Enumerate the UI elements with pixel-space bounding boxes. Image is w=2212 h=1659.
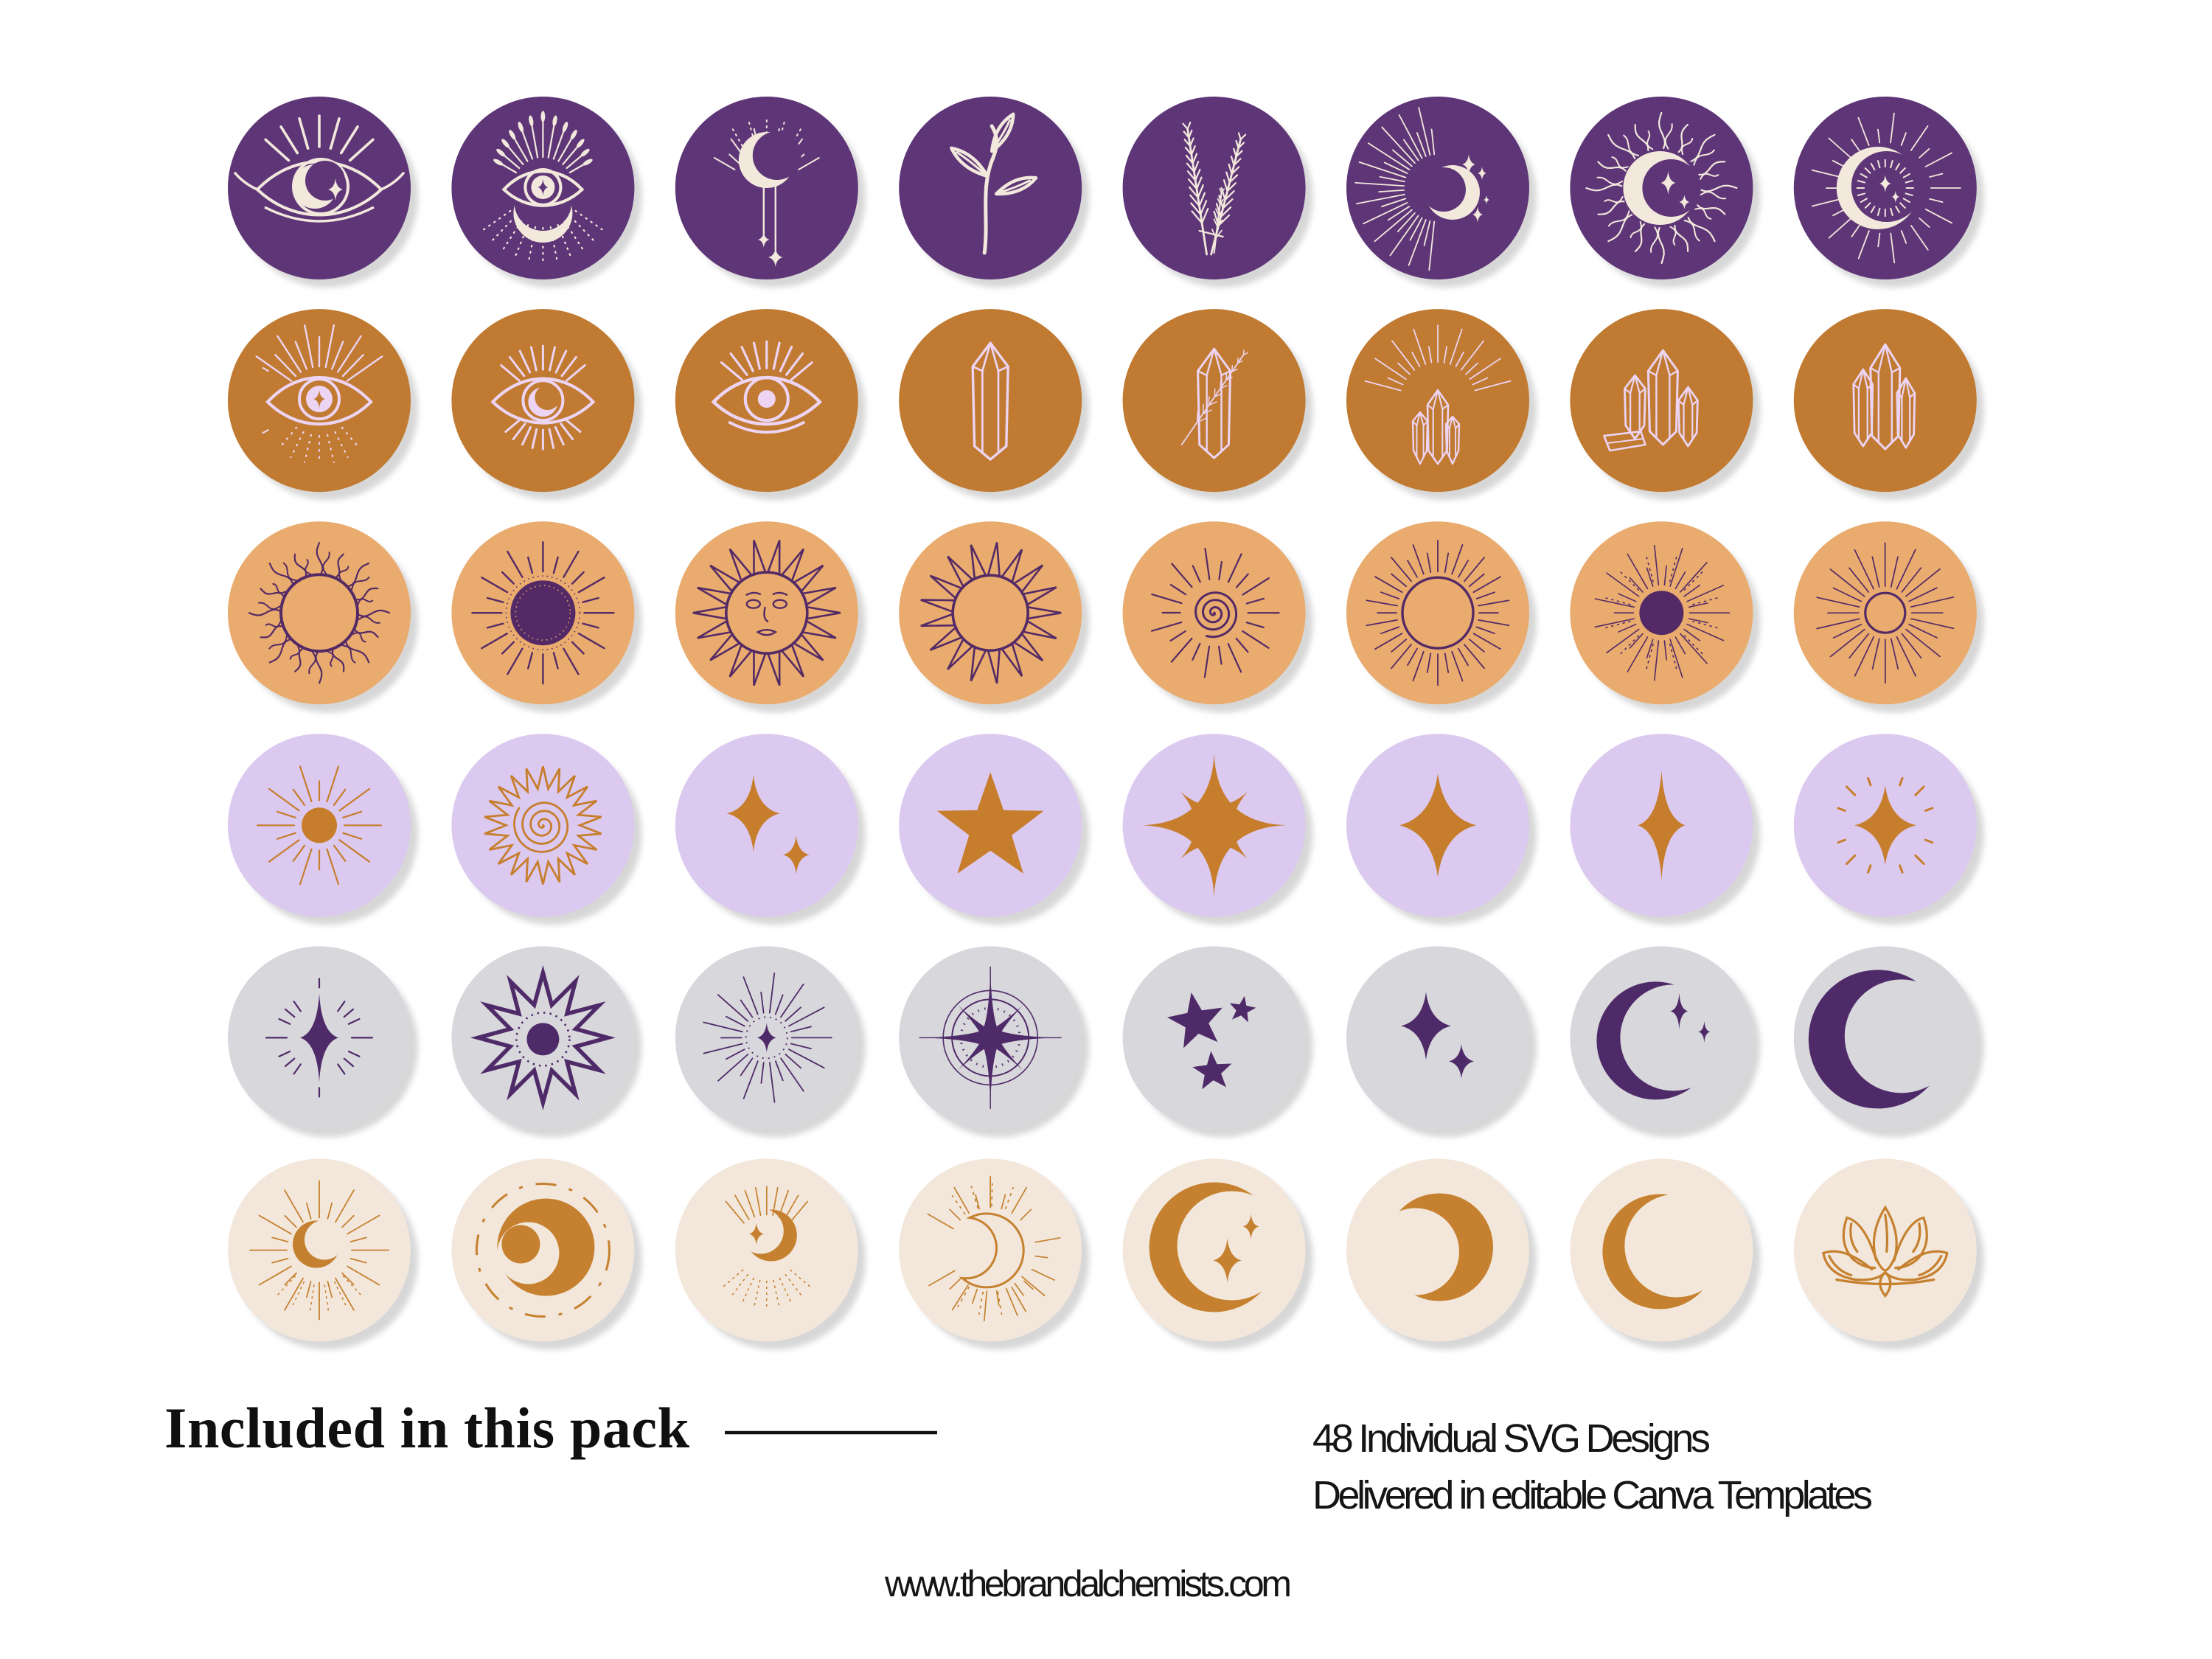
svg-text:Delivered in editable Canva Te: Delivered in editable Canva Templates [1312,1473,1873,1517]
svg-text:48 Individual SVG Designs: 48 Individual SVG Designs [1312,1416,1711,1461]
svg-text:www.thebrandalchemists.com: www.thebrandalchemists.com [884,1563,1292,1604]
svg-text:Included in this pack: Included in this pack [164,1396,690,1460]
